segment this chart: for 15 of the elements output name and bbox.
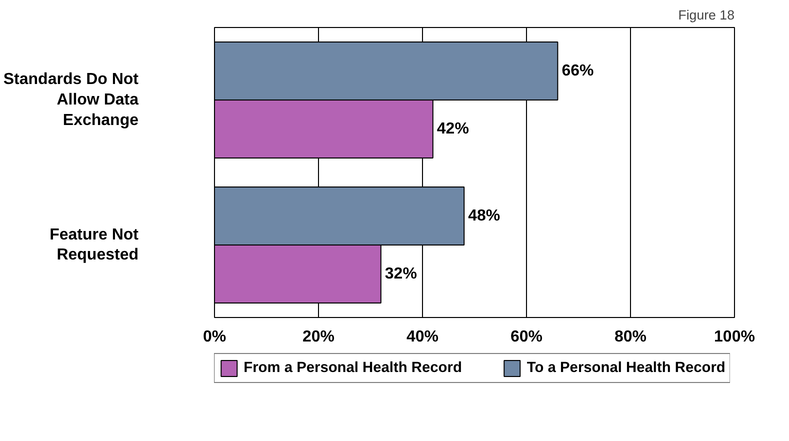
x-tick-label: 60%	[510, 328, 543, 346]
data-label: 42%	[436, 120, 469, 138]
x-tick-label: 40%	[406, 328, 439, 346]
y-tick-label: Standards Do Not Allow Data Exchange	[3, 71, 140, 129]
caption: Figure 18	[678, 8, 735, 22]
x-tick-label: 100%	[714, 328, 755, 346]
data-label: 32%	[384, 266, 417, 282]
y-tick-label: Feature Not Requested	[50, 226, 140, 264]
legend-label: To a Personal Health Record	[526, 360, 726, 376]
legend-label: From a Personal Health Record	[244, 360, 462, 376]
data-label: 48%	[468, 208, 500, 224]
x-tick-label: 0%	[202, 328, 226, 346]
x-tick-label: 20%	[302, 328, 335, 346]
data-label: 66%	[562, 62, 594, 80]
x-tick-label: 80%	[614, 328, 647, 346]
